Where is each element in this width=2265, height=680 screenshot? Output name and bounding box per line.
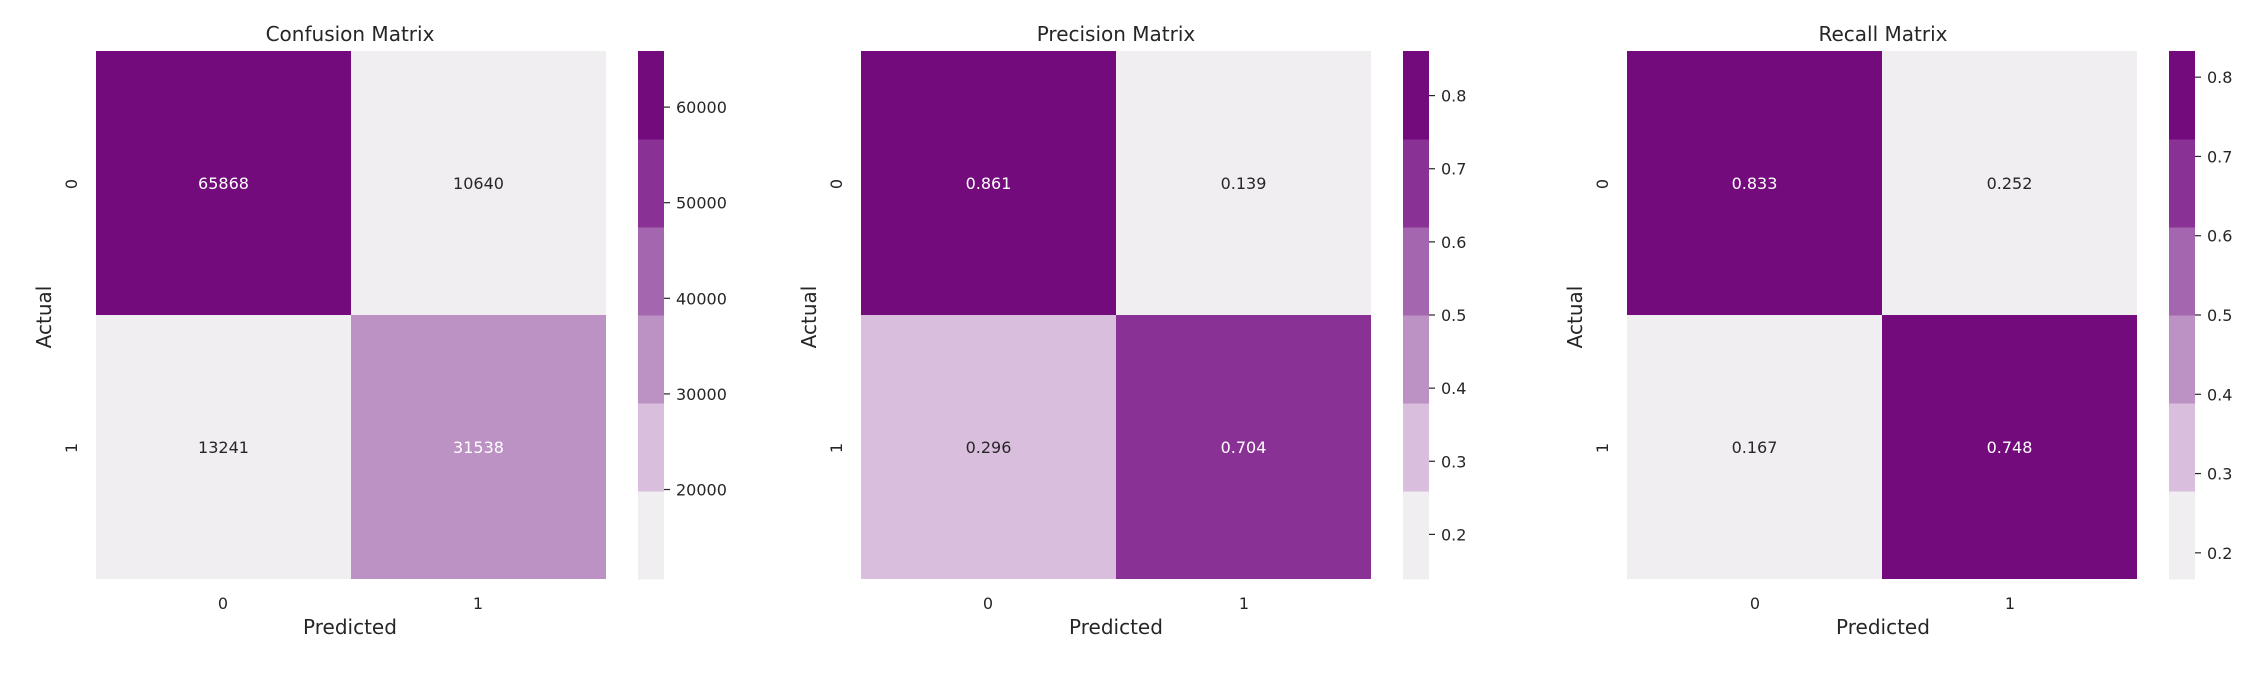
precision-matrix-colorbar-tick-label-5: 0.7: [1441, 160, 1466, 179]
precision-matrix-colorbar-level-2: [1403, 315, 1429, 404]
recall-matrix-cell-1-0: [1627, 315, 1882, 579]
precision-matrix-colorbar-level-3: [1403, 227, 1429, 316]
recall-matrix-colorbar-tick-label-6: 0.8: [2207, 68, 2232, 87]
confusion-matrix-colorbar-level-1: [638, 403, 664, 492]
confusion-matrix-xlabel: Predicted: [303, 615, 397, 639]
precision-matrix-cell-1-1: [1116, 315, 1371, 579]
confusion-matrix-cell-label-1-1: 31538: [453, 438, 504, 457]
recall-matrix-cell-label-0-0: 0.833: [1732, 174, 1778, 193]
precision-matrix-cell-label-0-1: 0.139: [1221, 174, 1267, 193]
precision-matrix-y-tick-1: 1: [827, 443, 846, 453]
confusion-matrix-x-tick-0: 0: [218, 594, 228, 613]
precision-matrix-cell-0-1: [1116, 51, 1371, 315]
confusion-matrix-colorbar-tick-label-4: 60000: [676, 98, 727, 117]
precision-matrix-x-tick-1: 1: [1239, 594, 1249, 613]
precision-matrix-cell-1-0: [861, 315, 1116, 579]
precision-matrix-colorbar-level-5: [1403, 51, 1429, 140]
confusion-matrix-cell-0-0: [96, 51, 351, 315]
recall-matrix-x-tick-0: 0: [1750, 594, 1760, 613]
recall-matrix-cell-0-1: [1882, 51, 2137, 315]
precision-matrix-cell-label-0-0: 0.861: [966, 174, 1012, 193]
confusion-matrix-cell-label-0-0: 65868: [198, 174, 249, 193]
recall-matrix-colorbar-tick-label-1: 0.3: [2207, 465, 2232, 484]
precision-matrix-ylabel: Actual: [797, 286, 821, 349]
precision-matrix-colorbar-tick-label-1: 0.3: [1441, 452, 1466, 471]
confusion-matrix-colorbar-tick-label-3: 50000: [676, 194, 727, 213]
precision-matrix-colorbar-tick-label-4: 0.6: [1441, 233, 1466, 252]
confusion-matrix-cell-label-1-0: 13241: [198, 438, 249, 457]
recall-matrix-colorbar-level-4: [2169, 139, 2195, 228]
recall-matrix-colorbar-tick-label-5: 0.7: [2207, 147, 2232, 166]
recall-matrix-panel: Recall Matrix 0.833 0.252 0.167 0.748 0 1 0…: [1563, 22, 2232, 639]
recall-matrix-colorbar: 0.2 0.3 0.4 0.5 0.6 0.7 0.8: [2169, 51, 2232, 580]
precision-matrix-title: Precision Matrix: [1037, 22, 1196, 46]
recall-matrix-colorbar-level-2: [2169, 315, 2195, 404]
confusion-matrix-colorbar-tick-label-2: 40000: [676, 289, 727, 308]
precision-matrix-y-tick-0: 0: [827, 179, 846, 189]
confusion-matrix-colorbar-level-5: [638, 51, 664, 140]
precision-matrix-colorbar-tick-label-2: 0.4: [1441, 379, 1466, 398]
confusion-matrix-x-tick-1: 1: [473, 594, 483, 613]
recall-matrix-y-tick-1: 1: [1593, 443, 1612, 453]
confusion-matrix-colorbar: 20000 30000 40000 50000 60000: [638, 51, 727, 580]
confusion-matrix-cell-1-1: [351, 315, 606, 579]
confusion-matrix-cell-label-0-1: 10640: [453, 174, 504, 193]
confusion-matrix-colorbar-level-4: [638, 139, 664, 228]
recall-matrix-y-tick-0: 0: [1593, 179, 1612, 189]
precision-matrix-colorbar: 0.2 0.3 0.4 0.5 0.6 0.7 0.8: [1403, 51, 1466, 580]
recall-matrix-heatmap: 0.833 0.252 0.167 0.748: [1627, 51, 2137, 579]
recall-matrix-x-tick-1: 1: [2005, 594, 2015, 613]
confusion-matrix-title: Confusion Matrix: [266, 22, 435, 46]
confusion-matrix-y-tick-0: 0: [62, 179, 81, 189]
recall-matrix-colorbar-level-1: [2169, 403, 2195, 492]
precision-matrix-colorbar-level-0: [1403, 491, 1429, 580]
precision-matrix-heatmap: 0.861 0.139 0.296 0.704: [861, 51, 1371, 579]
recall-matrix-colorbar-tick-label-4: 0.6: [2207, 227, 2232, 246]
recall-matrix-cell-1-1: [1882, 315, 2137, 579]
recall-matrix-colorbar-tick-label-2: 0.4: [2207, 385, 2232, 404]
precision-matrix-xlabel: Predicted: [1069, 615, 1163, 639]
confusion-matrix-colorbar-level-0: [638, 491, 664, 580]
precision-matrix-colorbar-tick-label-0: 0.2: [1441, 525, 1466, 544]
recall-matrix-colorbar-level-3: [2169, 227, 2195, 316]
recall-matrix-cell-label-0-1: 0.252: [1987, 174, 2033, 193]
precision-matrix-cell-label-1-0: 0.296: [966, 438, 1012, 457]
recall-matrix-colorbar-level-5: [2169, 51, 2195, 140]
confusion-matrix-cell-1-0: [96, 315, 351, 579]
precision-matrix-cell-0-0: [861, 51, 1116, 315]
recall-matrix-cell-0-0: [1627, 51, 1882, 315]
recall-matrix-colorbar-tick-label-0: 0.2: [2207, 544, 2232, 563]
recall-matrix-cell-label-1-1: 0.748: [1987, 438, 2033, 457]
confusion-matrix-colorbar-tick-label-1: 30000: [676, 385, 727, 404]
precision-matrix-colorbar-level-1: [1403, 403, 1429, 492]
confusion-matrix-ylabel: Actual: [32, 286, 56, 349]
confusion-matrix-colorbar-level-2: [638, 315, 664, 404]
precision-matrix-cell-label-1-1: 0.704: [1221, 438, 1267, 457]
precision-matrix-colorbar-level-4: [1403, 139, 1429, 228]
recall-matrix-cell-label-1-0: 0.167: [1732, 438, 1778, 457]
confusion-matrix-colorbar-tick-label-0: 20000: [676, 481, 727, 500]
precision-matrix-colorbar-tick-label-6: 0.8: [1441, 87, 1466, 106]
confusion-matrix-y-tick-1: 1: [62, 443, 81, 453]
recall-matrix-title: Recall Matrix: [1819, 22, 1948, 46]
confusion-matrix-heatmap: 65868 10640 13241 31538: [96, 51, 606, 579]
precision-matrix-x-tick-0: 0: [983, 594, 993, 613]
recall-matrix-colorbar-level-0: [2169, 491, 2195, 580]
recall-matrix-colorbar-tick-label-3: 0.5: [2207, 306, 2232, 325]
recall-matrix-ylabel: Actual: [1563, 286, 1587, 349]
recall-matrix-xlabel: Predicted: [1836, 615, 1930, 639]
confusion-matrix-cell-0-1: [351, 51, 606, 315]
confusion-matrix-colorbar-level-3: [638, 227, 664, 316]
precision-matrix-colorbar-tick-label-3: 0.5: [1441, 306, 1466, 325]
